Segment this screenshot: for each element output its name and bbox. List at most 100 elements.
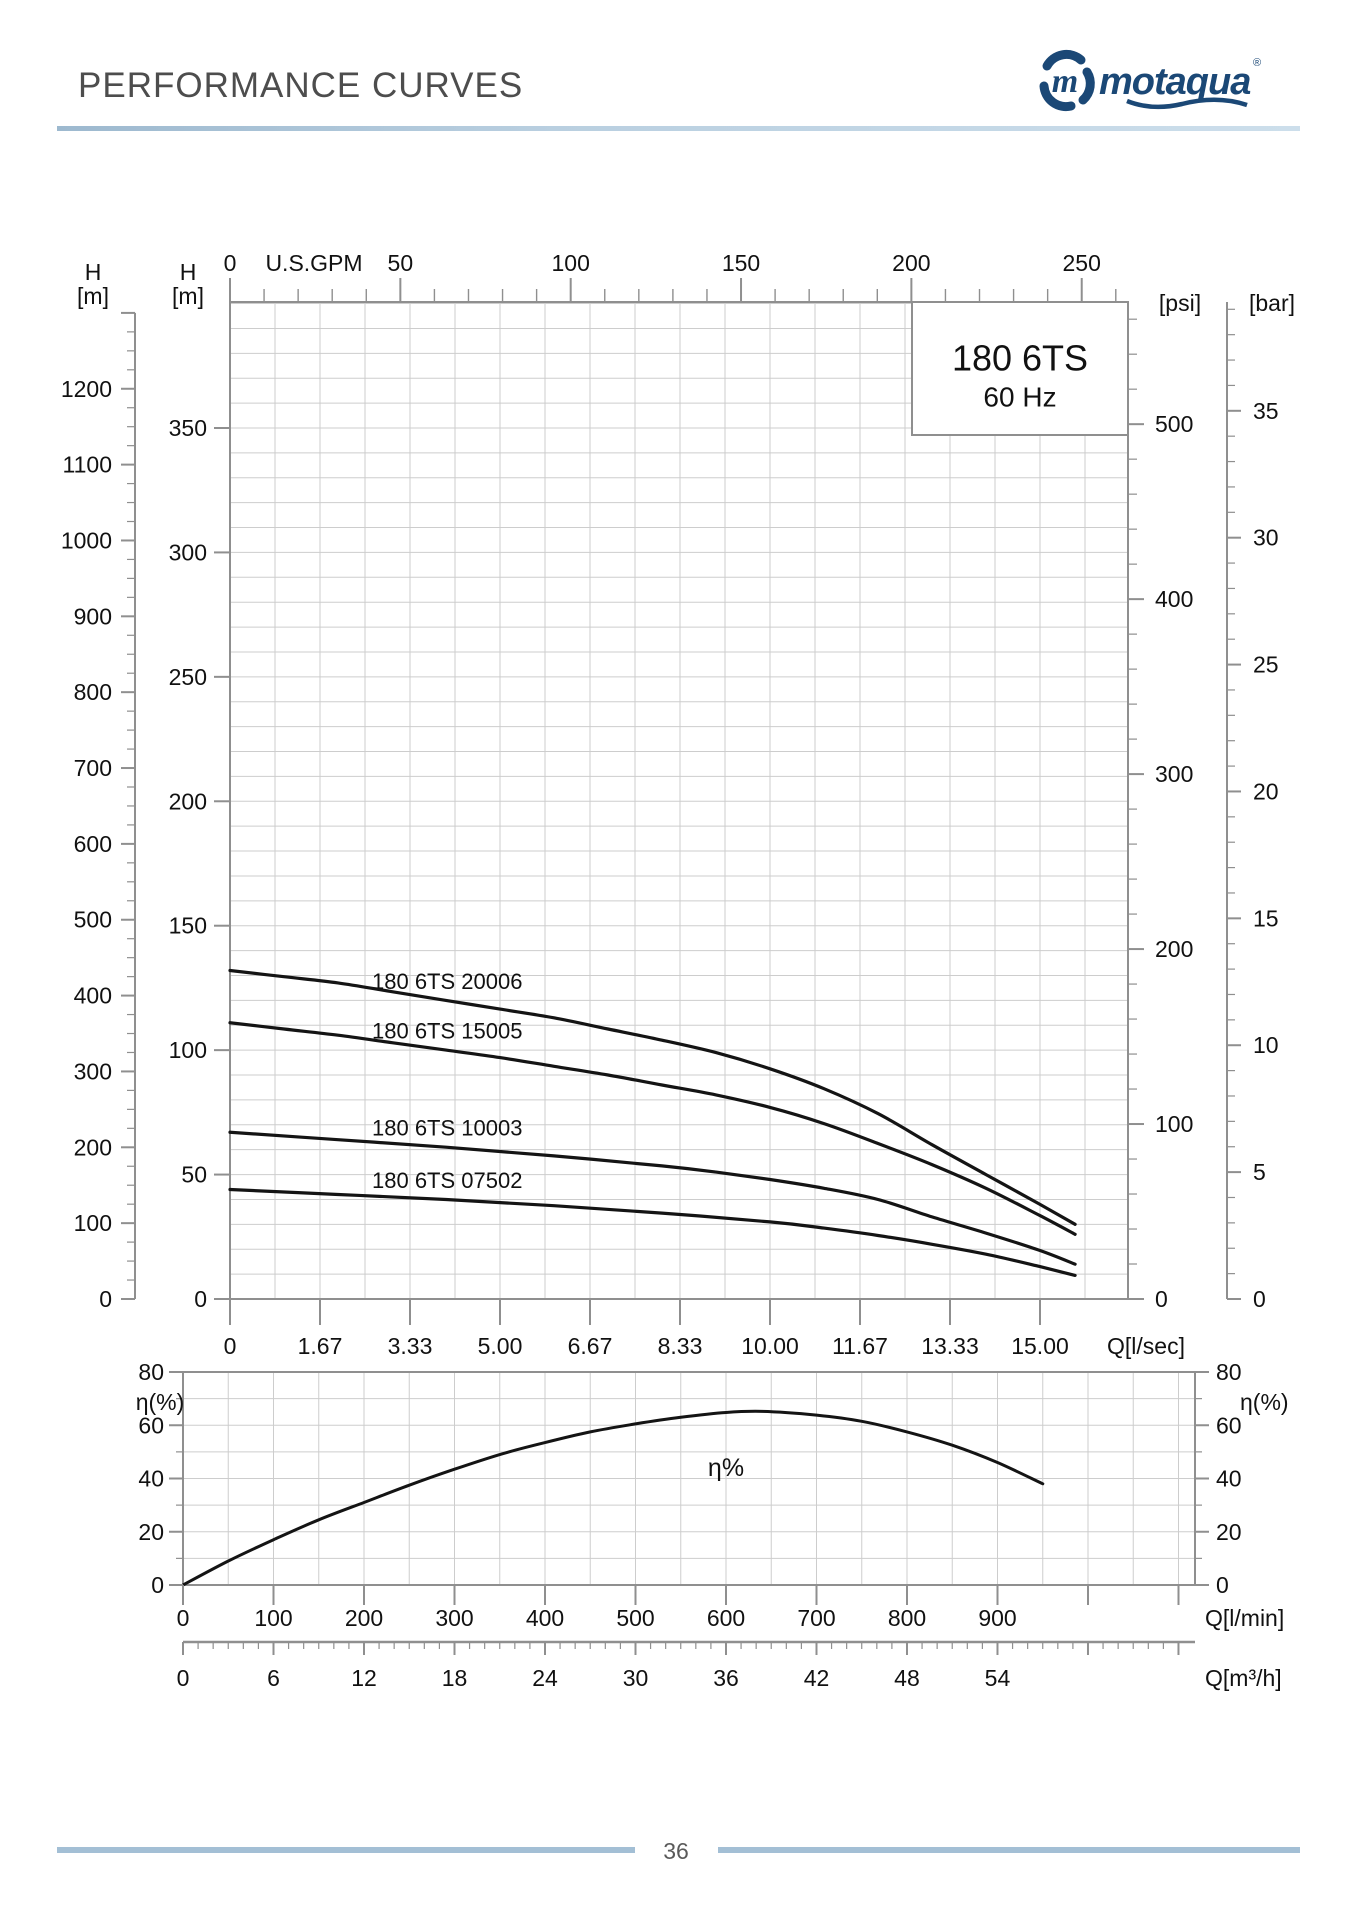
- svg-text:1000: 1000: [61, 527, 112, 553]
- bottom-axis-lsec: 0 1.67 3.33 5.00 6.67 8.33 10.00 11.67 13.33 15.0…: [224, 1299, 1185, 1359]
- svg-text:0: 0: [177, 1605, 190, 1631]
- svg-text:100: 100: [74, 1210, 112, 1236]
- svg-text:54: 54: [985, 1665, 1011, 1691]
- curve-label: 180 6TS 15005: [372, 1019, 522, 1044]
- main-grid: [230, 302, 1128, 1299]
- svg-text:200: 200: [345, 1605, 383, 1631]
- motaqua-logo: m motaqua ®: [1039, 49, 1261, 112]
- svg-text:10.00: 10.00: [741, 1333, 799, 1359]
- svg-text:250: 250: [169, 664, 207, 690]
- svg-text:180 6TS: 180 6TS: [952, 338, 1088, 379]
- svg-text:800: 800: [888, 1605, 926, 1631]
- logo-wordmark: motaqua: [1099, 61, 1251, 103]
- eta-annotation: η%: [708, 1454, 744, 1482]
- svg-text:900: 900: [74, 603, 112, 629]
- page-footer: 36: [0, 1838, 1357, 1868]
- svg-text:50: 50: [181, 1162, 207, 1188]
- svg-text:30: 30: [1253, 525, 1279, 551]
- svg-text:6: 6: [267, 1665, 280, 1691]
- svg-text:42: 42: [804, 1665, 830, 1691]
- swirl-blade-icon: [1078, 67, 1095, 105]
- curve-180-6ts-10003: [228, 1130, 1077, 1266]
- outer-left-axis-h-m: 0 100 200 300 400 500 600 700 800 900 1000 1100 1200…: [61, 259, 136, 1312]
- svg-text:η(%): η(%): [1240, 1389, 1289, 1415]
- svg-text:60: 60: [138, 1412, 164, 1438]
- svg-text:[bar]: [bar]: [1249, 290, 1295, 316]
- psi-axis: 0 100 200 300 400 500 [psi]: [1128, 290, 1201, 1312]
- svg-text:700: 700: [797, 1605, 835, 1631]
- svg-text:300: 300: [1155, 761, 1193, 787]
- svg-text:0: 0: [99, 1286, 112, 1312]
- svg-text:400: 400: [526, 1605, 564, 1631]
- svg-text:0: 0: [224, 250, 237, 276]
- svg-text:900: 900: [978, 1605, 1016, 1631]
- curve-label: 180 6TS 20006: [372, 969, 522, 994]
- svg-text:1.67: 1.67: [298, 1333, 343, 1359]
- logo-emblem-letter: m: [1052, 63, 1078, 100]
- curve-180-6ts-15005: [228, 1021, 1077, 1236]
- svg-text:500: 500: [1155, 411, 1193, 437]
- svg-text:100: 100: [169, 1037, 207, 1063]
- footer-divider-left: [57, 1847, 635, 1853]
- svg-text:1200: 1200: [61, 376, 112, 402]
- curve-efficiency: [181, 1409, 1045, 1587]
- svg-text:600: 600: [707, 1605, 745, 1631]
- svg-text:24: 24: [532, 1665, 558, 1691]
- svg-text:400: 400: [74, 983, 112, 1009]
- svg-text:0: 0: [194, 1286, 207, 1312]
- svg-text:60: 60: [1216, 1412, 1242, 1438]
- svg-text:300: 300: [74, 1058, 112, 1084]
- svg-text:H: H: [180, 259, 197, 285]
- inner-left-axis-h-m: 0 50 100 150 200 250 300 350 H[m]: [169, 259, 230, 1312]
- eff-grid: [183, 1372, 1195, 1585]
- svg-text:5.00: 5.00: [478, 1333, 523, 1359]
- svg-text:300: 300: [169, 539, 207, 565]
- svg-text:11.67: 11.67: [832, 1333, 888, 1359]
- page-title: PERFORMANCE CURVES: [78, 66, 524, 105]
- svg-text:400: 400: [1155, 586, 1193, 612]
- svg-text:15: 15: [1253, 905, 1279, 931]
- svg-text:250: 250: [1063, 250, 1101, 276]
- swirl-blade-icon: [1042, 49, 1086, 71]
- svg-text:H: H: [85, 259, 102, 285]
- svg-text:100: 100: [551, 250, 589, 276]
- svg-text:80: 80: [138, 1359, 164, 1385]
- svg-text:0: 0: [151, 1572, 164, 1598]
- svg-text:U.S.GPM: U.S.GPM: [265, 250, 362, 276]
- svg-text:35: 35: [1253, 398, 1279, 424]
- svg-text:Q[l/sec]: Q[l/sec]: [1107, 1333, 1185, 1359]
- svg-text:Q[m³/h]: Q[m³/h]: [1205, 1665, 1282, 1691]
- svg-text:0: 0: [1155, 1286, 1168, 1312]
- curve-label: 180 6TS 07502: [372, 1168, 522, 1193]
- curve-180-6ts-20006: [228, 968, 1077, 1226]
- svg-text:18: 18: [442, 1665, 468, 1691]
- logo-emblem: m: [1039, 49, 1095, 112]
- svg-text:200: 200: [1155, 936, 1193, 962]
- svg-text:0: 0: [224, 1333, 237, 1359]
- registered-mark: ®: [1253, 57, 1261, 69]
- page-number: 36: [663, 1838, 689, 1864]
- logo-wave-icon: [1126, 97, 1248, 110]
- svg-text:150: 150: [169, 913, 207, 939]
- svg-text:800: 800: [74, 679, 112, 705]
- svg-text:40: 40: [138, 1466, 164, 1492]
- svg-text:5: 5: [1253, 1159, 1266, 1185]
- svg-text:0: 0: [1253, 1286, 1266, 1312]
- svg-text:60 Hz: 60 Hz: [983, 382, 1056, 413]
- svg-text:350: 350: [169, 415, 207, 441]
- svg-text:20: 20: [1253, 778, 1279, 804]
- svg-text:Q[l/min]: Q[l/min]: [1205, 1605, 1284, 1631]
- swirl-blade-icon: [1039, 81, 1076, 112]
- svg-text:50: 50: [388, 250, 414, 276]
- svg-text:48: 48: [894, 1665, 920, 1691]
- svg-text:20: 20: [138, 1519, 164, 1545]
- svg-text:40: 40: [1216, 1466, 1242, 1492]
- lmin-axis: 0 100 200 300 400 500 600 700 800 900 Q[l/min]: [177, 1585, 1284, 1631]
- svg-text:100: 100: [254, 1605, 292, 1631]
- svg-text:500: 500: [74, 907, 112, 933]
- svg-text:η(%): η(%): [136, 1389, 185, 1415]
